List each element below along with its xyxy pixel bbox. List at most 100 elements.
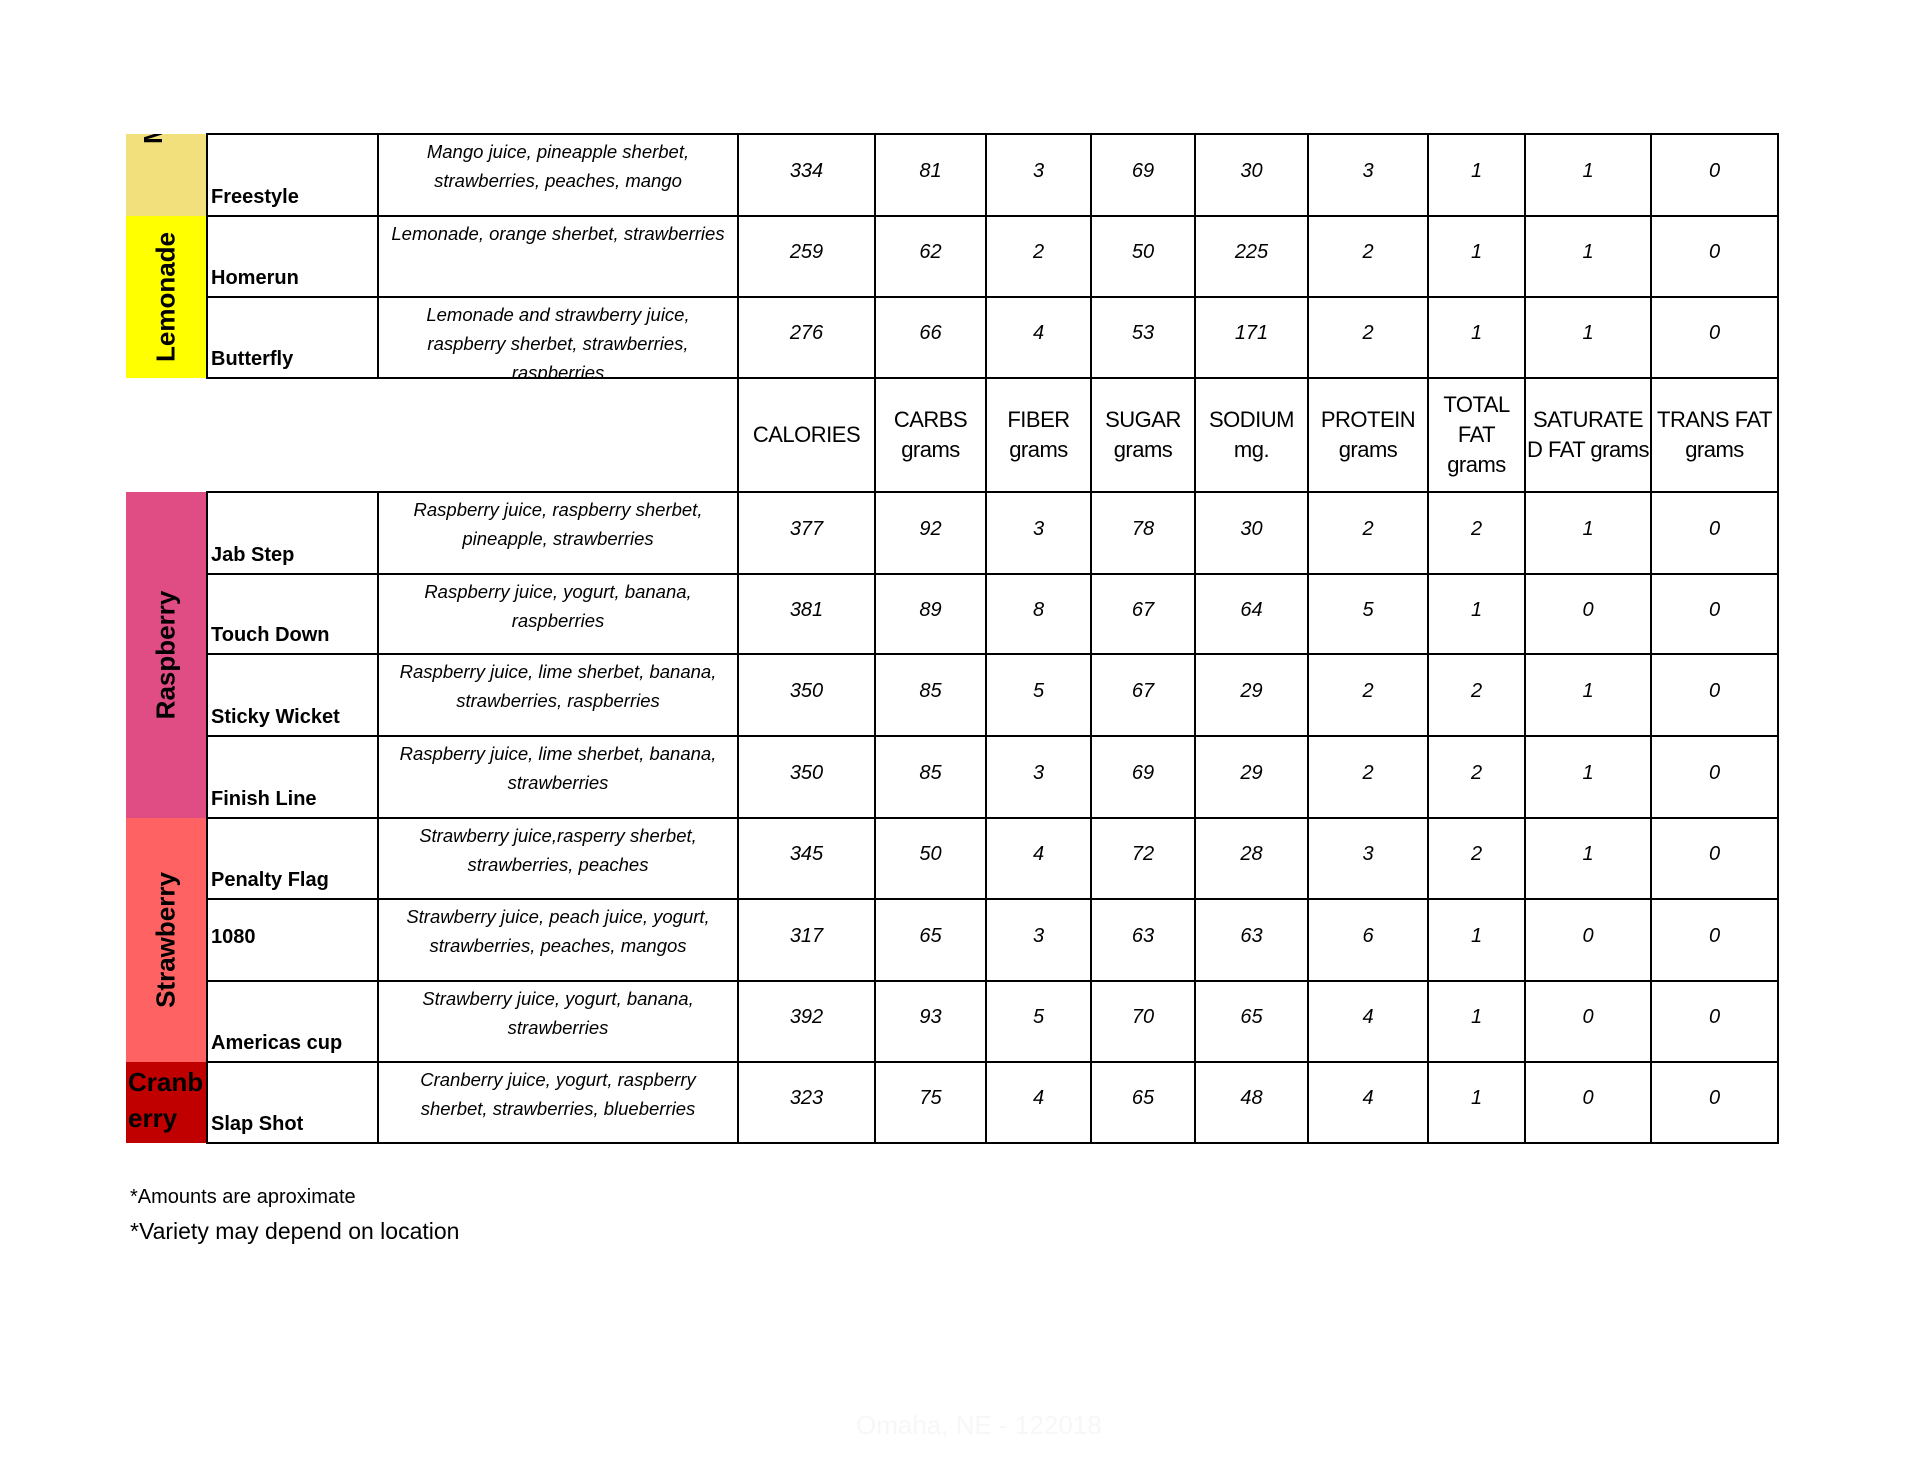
nutrient-value: 5	[1307, 573, 1429, 655]
smoothie-ingredients: Strawberry juice,rasperry sherbet, straw…	[377, 817, 739, 900]
column-header: CARBS grams	[874, 377, 987, 493]
nutrient-value: 225	[1194, 215, 1309, 298]
smoothie-ingredients: Strawberry juice, yogurt, banana, strawb…	[377, 980, 739, 1063]
nutrient-value: 259	[737, 215, 876, 298]
nutrient-value: 381	[737, 573, 876, 655]
nutrient-value: 3	[1307, 817, 1429, 900]
nutrient-value: 2	[1307, 215, 1429, 298]
smoothie-ingredients: Lemonade and strawberry juice, raspberry…	[377, 296, 739, 379]
category-band-strawberry: Strawberry	[126, 818, 206, 1062]
nutrient-value: 0	[1524, 898, 1652, 982]
nutrient-value: 2	[985, 215, 1092, 298]
nutrient-value: 65	[1194, 980, 1309, 1063]
nutrient-value: 89	[874, 573, 987, 655]
column-header: FIBER grams	[985, 377, 1092, 493]
nutrient-value: 0	[1650, 653, 1779, 737]
nutrient-value: 2	[1307, 653, 1429, 737]
column-header: SUGAR grams	[1090, 377, 1196, 493]
nutrient-value: 67	[1090, 573, 1196, 655]
nutrient-value: 1	[1524, 133, 1652, 217]
nutrient-value: 75	[874, 1061, 987, 1144]
nutrient-value: 50	[1090, 215, 1196, 298]
nutrient-value: 69	[1090, 735, 1196, 819]
nutrient-value: 3	[985, 133, 1092, 217]
nutrient-value: 0	[1650, 735, 1779, 819]
nutrient-value: 2	[1307, 491, 1429, 575]
nutrient-value: 3	[1307, 133, 1429, 217]
nutrient-value: 1	[1524, 296, 1652, 379]
nutrient-value: 0	[1650, 215, 1779, 298]
nutrient-value: 323	[737, 1061, 876, 1144]
nutrient-value: 334	[737, 133, 876, 217]
nutrient-value: 81	[874, 133, 987, 217]
smoothie-name: 1080	[206, 898, 379, 982]
nutrient-value: 1	[1524, 215, 1652, 298]
nutrient-value: 92	[874, 491, 987, 575]
nutrient-value: 1	[1524, 653, 1652, 737]
smoothie-name: Touch Down	[206, 573, 379, 655]
nutrient-value: 3	[985, 491, 1092, 575]
nutrient-value: 62	[874, 215, 987, 298]
nutrient-value: 2	[1427, 817, 1526, 900]
smoothie-name: Finish Line	[206, 735, 379, 819]
nutrient-value: 171	[1194, 296, 1309, 379]
location-footer: Omaha, NE - 122018	[856, 1410, 1102, 1440]
column-header: SODIUM mg.	[1194, 377, 1309, 493]
nutrient-value: 345	[737, 817, 876, 900]
nutrient-value: 377	[737, 491, 876, 575]
nutrient-value: 29	[1194, 735, 1309, 819]
category-label: Cranberry	[128, 1067, 204, 1133]
category-label: Mang	[138, 134, 169, 144]
column-header: SATURATE D FAT grams	[1524, 377, 1652, 493]
nutrient-value: 2	[1427, 653, 1526, 737]
nutrient-value: 5	[985, 980, 1092, 1063]
column-header: TRANS FAT grams	[1650, 377, 1779, 493]
nutrient-value: 1	[1427, 898, 1526, 982]
nutrient-value: 1	[1427, 573, 1526, 655]
nutrient-value: 0	[1650, 296, 1779, 379]
smoothie-name: Butterfly	[206, 296, 379, 379]
nutrient-value: 0	[1524, 1061, 1652, 1144]
smoothie-ingredients: Mango juice, pineapple sherbet, strawber…	[377, 133, 739, 217]
nutrient-value: 4	[985, 1061, 1092, 1144]
nutrient-value: 66	[874, 296, 987, 379]
smoothie-name: Americas cup	[206, 980, 379, 1063]
nutrient-value: 29	[1194, 653, 1309, 737]
nutrient-value: 4	[1307, 980, 1429, 1063]
smoothie-ingredients: Raspberry juice, lime sherbet, banana, s…	[377, 735, 739, 819]
nutrient-value: 85	[874, 735, 987, 819]
nutrient-value: 392	[737, 980, 876, 1063]
category-band-cranberry: Cranberry	[126, 1062, 206, 1143]
column-header: TOTAL FAT grams	[1427, 377, 1526, 493]
nutrient-value: 2	[1307, 735, 1429, 819]
smoothie-name: Penalty Flag	[206, 817, 379, 900]
smoothie-name: Homerun	[206, 215, 379, 298]
category-label: Lemonade	[150, 231, 181, 363]
nutrient-value: 2	[1427, 491, 1526, 575]
nutrient-value: 30	[1194, 491, 1309, 575]
nutrient-value: 1	[1524, 735, 1652, 819]
nutrient-value: 1	[1524, 491, 1652, 575]
column-header: PROTEIN grams	[1307, 377, 1429, 493]
nutrient-value: 4	[985, 817, 1092, 900]
smoothie-ingredients: Lemonade, orange sherbet, strawberries	[377, 215, 739, 298]
smoothie-name: Freestyle	[206, 133, 379, 217]
nutrient-value: 1	[1427, 1061, 1526, 1144]
nutrient-value: 48	[1194, 1061, 1309, 1144]
nutrient-value: 0	[1650, 1061, 1779, 1144]
nutrient-value: 85	[874, 653, 987, 737]
category-band-mango: Mang	[126, 134, 206, 216]
nutrient-value: 1	[1427, 215, 1526, 298]
nutrient-value: 63	[1194, 898, 1309, 982]
nutrient-value: 3	[985, 735, 1092, 819]
nutrient-value: 0	[1650, 491, 1779, 575]
smoothie-ingredients: Raspberry juice, lime sherbet, banana, s…	[377, 653, 739, 737]
nutrient-value: 0	[1650, 817, 1779, 900]
category-label: Strawberry	[150, 872, 181, 1008]
nutrient-value: 276	[737, 296, 876, 379]
nutrient-value: 28	[1194, 817, 1309, 900]
footnote-variety: *Variety may depend on location	[130, 1218, 460, 1244]
nutrient-value: 5	[985, 653, 1092, 737]
smoothie-name: Sticky Wicket	[206, 653, 379, 737]
nutrient-value: 93	[874, 980, 987, 1063]
